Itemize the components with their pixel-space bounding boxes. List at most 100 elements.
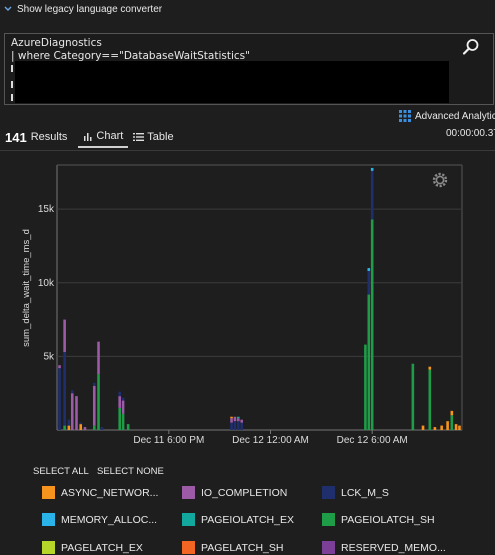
bar-segment-io-completion[interactable] [97, 341, 100, 375]
x-tick-label: Dec 12 12:00 AM [232, 435, 309, 446]
bar-segment-lck-m-s[interactable] [370, 170, 374, 220]
bar-segment-async-network-io[interactable] [421, 425, 425, 430]
legend-label: PAGEIOLATCH_EX [201, 513, 294, 526]
results-bar: 141 Results Chart Table [5, 126, 179, 148]
query-line-3-stub [11, 65, 13, 72]
elapsed-time: 00:00:00.37 [446, 128, 495, 139]
legend-swatch [322, 541, 335, 554]
bar-segment-async-network-io[interactable] [230, 416, 233, 419]
legend-swatch [322, 513, 335, 526]
bar-segment-lck-m-s[interactable] [58, 368, 61, 430]
bar-segment-lck-m-s[interactable] [67, 419, 71, 426]
legend-item[interactable]: PAGEIOLATCH_SH [322, 513, 435, 526]
legend-swatch [322, 486, 335, 499]
select-all-button[interactable]: SELECT ALL [33, 466, 89, 477]
bar-segment-lck-m-s[interactable] [70, 390, 74, 394]
legend-swatch [182, 486, 195, 499]
query-line-5-stub [11, 94, 13, 101]
search-icon[interactable] [462, 38, 480, 56]
y-tick-label: 10k [38, 278, 55, 289]
legend-item[interactable]: PAGEIOLATCH_EX [182, 513, 294, 526]
bar-segment-lck-m-s[interactable] [79, 422, 83, 425]
chevron-down-icon [4, 6, 12, 11]
bar-segment-memory-allocation-ext[interactable] [370, 167, 374, 171]
settings-gear-icon[interactable] [432, 172, 448, 188]
advanced-analytics-link[interactable]: Advanced Analytics [399, 110, 495, 122]
bar-segment-pageiolatch-sh[interactable] [121, 413, 125, 430]
legend-label: RESERVED_MEMO... [341, 541, 446, 554]
bar-segment-io-completion[interactable] [63, 319, 66, 352]
bar-segment-lck-m-s[interactable] [92, 382, 96, 386]
bar-segment-async-network-io[interactable] [433, 427, 437, 430]
legend-swatch [42, 541, 55, 554]
bar-chart-icon [84, 133, 92, 141]
bar-segment-io-completion[interactable] [83, 427, 87, 430]
select-none-button[interactable]: SELECT NONE [97, 466, 164, 477]
bar-segment-lck-m-s[interactable] [63, 351, 66, 426]
bar-segment-io-completion[interactable] [230, 418, 233, 423]
legend-item[interactable]: LCK_M_S [322, 486, 389, 499]
query-line-4-stub [11, 81, 13, 88]
bar-segment-io-completion[interactable] [233, 416, 237, 422]
bar-segment-lck-m-s[interactable] [118, 391, 121, 397]
bar-segment-io-completion[interactable] [121, 400, 125, 414]
x-tick-label: Dec 11 6:00 PM [133, 435, 204, 446]
bar-segment-pageiolatch-sh[interactable] [367, 294, 371, 430]
advanced-analytics-label: Advanced Analytics [415, 110, 495, 122]
query-line-2: | where Category=="DatabaseWaitStatistic… [11, 50, 250, 62]
tab-chart[interactable]: Chart [78, 126, 129, 148]
bar-segment-lck-m-s[interactable] [367, 271, 371, 295]
legacy-converter-label: Show legacy language converter [17, 3, 163, 15]
legend-item[interactable]: IO_COMPLETION [182, 486, 287, 499]
query-editor[interactable]: AzureDiagnostics | where Category=="Data… [4, 33, 494, 105]
bar-segment-pageiolatch-sh[interactable] [450, 415, 454, 430]
legend-item[interactable]: RESERVED_MEMO... [322, 541, 446, 554]
bar-segment-lck-m-s[interactable] [237, 421, 240, 430]
legend-item[interactable]: ASYNC_NETWOR... [42, 486, 158, 499]
bar-segment-async-network-io[interactable] [454, 424, 458, 430]
bar-segment-async-network-io[interactable] [440, 425, 443, 430]
bar-segment-lck-m-s[interactable] [233, 421, 237, 430]
legend-item[interactable]: PAGELATCH_SH [182, 541, 283, 554]
bar-segment-io-completion[interactable] [70, 393, 74, 430]
bar-segment-pageiolatch-sh[interactable] [126, 424, 130, 430]
bar-segment-pageiolatch-sh[interactable] [63, 425, 66, 430]
bar-segment-async-network-io[interactable] [450, 410, 454, 416]
legend-swatch [42, 513, 55, 526]
bar-segment-lck-m-s[interactable] [230, 422, 233, 430]
bar-segment-pageiolatch-sh[interactable] [92, 425, 96, 430]
bar-segment-io-completion[interactable] [237, 418, 240, 422]
bar-segment-io-completion[interactable] [75, 396, 78, 430]
x-tick-label: Dec 12 6:00 AM [337, 435, 408, 446]
bar-segment-async-network-io[interactable] [79, 424, 83, 430]
bar-segment-async-network-io[interactable] [458, 425, 461, 430]
bar-segment-io-completion[interactable] [240, 419, 244, 423]
grid-icon [399, 110, 411, 122]
legend-item[interactable]: PAGELATCH_EX [42, 541, 143, 554]
legend-item[interactable]: MEMORY_ALLOC... [42, 513, 157, 526]
bar-segment-pageiolatch-sh[interactable] [118, 407, 121, 430]
legend-label: IO_COMPLETION [201, 486, 288, 499]
bar-segment-lck-m-s[interactable] [121, 397, 125, 401]
bar-segment-pageiolatch-sh[interactable] [428, 369, 432, 430]
bar-segment-pageiolatch-ex[interactable] [237, 416, 240, 419]
bar-segment-async-network-io[interactable] [67, 425, 71, 430]
tab-table[interactable]: Table [128, 126, 178, 148]
legend-label: PAGELATCH_SH [201, 541, 284, 554]
bar-segment-lck-m-s[interactable] [100, 427, 104, 430]
bar-segment-async-network-io[interactable] [428, 366, 432, 370]
legacy-converter-toggle[interactable]: Show legacy language converter [4, 2, 162, 16]
bar-segment-io-completion[interactable] [58, 365, 61, 369]
bar-segment-pageiolatch-sh[interactable] [370, 219, 374, 430]
y-tick-label: 15k [38, 204, 55, 215]
results-count: 141 [5, 129, 27, 145]
bar-segment-pageiolatch-sh[interactable] [411, 363, 415, 430]
bar-segment-pageiolatch-sh[interactable] [364, 344, 367, 430]
bar-segment-io-completion[interactable] [118, 396, 121, 408]
bar-segment-lck-m-s[interactable] [240, 422, 244, 430]
bar-segment-memory-allocation-ext[interactable] [367, 268, 371, 271]
bar-segment-async-network-io[interactable] [446, 421, 449, 430]
bar-segment-pageiolatch-sh[interactable] [97, 374, 100, 430]
bar-segment-io-completion[interactable] [92, 385, 96, 426]
redacted-query-block [15, 61, 449, 103]
